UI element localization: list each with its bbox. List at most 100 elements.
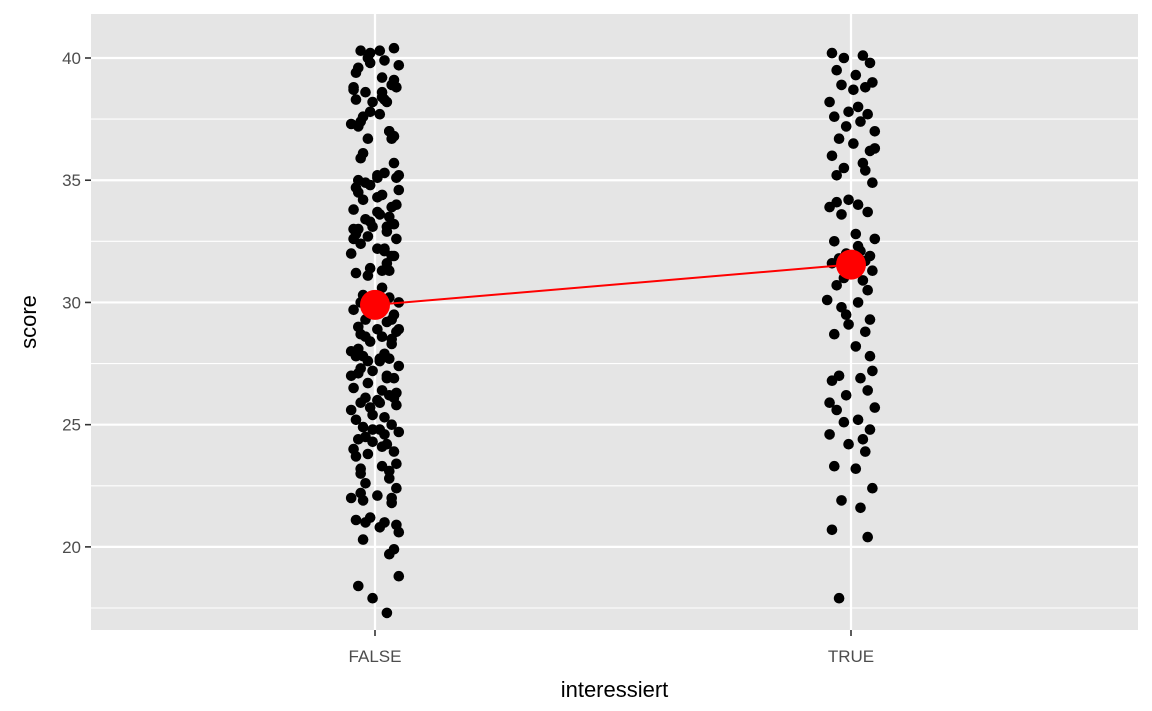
mean-connector-line (374, 263, 852, 306)
data-point (376, 72, 388, 83)
y-tick-label: 30 (62, 293, 81, 312)
data-point (386, 492, 398, 504)
data-point (829, 328, 840, 340)
data-point (857, 434, 869, 445)
data-point (374, 108, 386, 120)
data-point (838, 52, 850, 64)
data-point (860, 446, 871, 457)
data-point (355, 363, 367, 374)
data-point (829, 236, 840, 247)
data-point (360, 478, 371, 489)
data-point (374, 45, 386, 56)
data-point (850, 69, 862, 81)
data-point (391, 233, 402, 245)
data-point (840, 121, 852, 132)
data-point (836, 495, 847, 506)
data-point (364, 106, 376, 118)
data-point (348, 233, 359, 245)
y-tick-label: 20 (62, 538, 81, 557)
data-point (353, 187, 364, 198)
data-point (393, 526, 405, 538)
data-point (350, 94, 362, 105)
data-point (372, 192, 383, 203)
data-point (852, 101, 864, 113)
data-point (831, 196, 842, 208)
data-point (826, 150, 838, 162)
data-point (379, 429, 390, 440)
data-point (367, 96, 378, 108)
data-point (831, 170, 842, 181)
data-point (388, 446, 400, 457)
data-point (360, 177, 371, 188)
data-point (386, 333, 398, 345)
data-point (350, 451, 362, 462)
data-point (855, 372, 866, 384)
data-point (360, 331, 371, 343)
data-point (867, 265, 878, 277)
data-point (836, 79, 847, 91)
data-point (384, 473, 395, 484)
data-point (353, 343, 364, 355)
data-point (843, 106, 854, 118)
data-point (824, 96, 835, 108)
data-point (362, 133, 374, 144)
mean-point (836, 249, 866, 280)
data-point (393, 184, 405, 196)
data-point (852, 297, 864, 308)
data-point (840, 309, 852, 321)
data-point (384, 465, 395, 477)
data-point (367, 592, 378, 604)
data-point (388, 74, 400, 86)
data-point (348, 84, 359, 96)
data-point (357, 148, 369, 159)
data-point (372, 490, 383, 501)
data-point (381, 607, 393, 619)
data-point (348, 382, 359, 394)
data-point (862, 206, 873, 218)
data-point (852, 199, 864, 210)
plot-panel (91, 14, 1138, 630)
data-point (869, 233, 881, 245)
data-point (348, 304, 359, 316)
data-point (831, 404, 842, 416)
data-point (867, 177, 878, 188)
data-point (864, 350, 876, 362)
data-point (374, 397, 386, 409)
y-tick-label: 40 (62, 49, 81, 68)
x-tick-label: TRUE (828, 647, 874, 666)
data-point (393, 324, 405, 335)
data-point (391, 387, 402, 399)
data-point (364, 57, 376, 69)
data-point (836, 209, 847, 220)
data-point (360, 86, 371, 98)
data-point (372, 206, 383, 218)
data-point (376, 441, 388, 453)
data-point (393, 360, 405, 372)
data-point (348, 223, 359, 235)
data-point (391, 482, 402, 494)
data-point (393, 426, 405, 438)
data-point (824, 429, 835, 440)
data-point (860, 165, 871, 176)
data-point (838, 416, 850, 428)
data-point (826, 47, 838, 59)
mean-point (360, 289, 390, 320)
data-point (833, 592, 845, 604)
data-point (838, 162, 850, 174)
axes: 20 25 30 35 40 FALSE TRUE (62, 49, 874, 666)
data-point (345, 404, 357, 416)
data-point (353, 580, 364, 592)
data-point (393, 60, 405, 71)
data-point (831, 280, 842, 291)
data-point (360, 431, 371, 443)
data-point (374, 522, 386, 533)
data-point (384, 126, 395, 137)
data-point (379, 243, 390, 254)
y-tick-label: 35 (62, 171, 81, 190)
data-point (372, 172, 383, 184)
data-point (843, 438, 854, 450)
mean-layer (360, 249, 866, 320)
data-point (391, 199, 402, 210)
data-point (362, 448, 374, 460)
